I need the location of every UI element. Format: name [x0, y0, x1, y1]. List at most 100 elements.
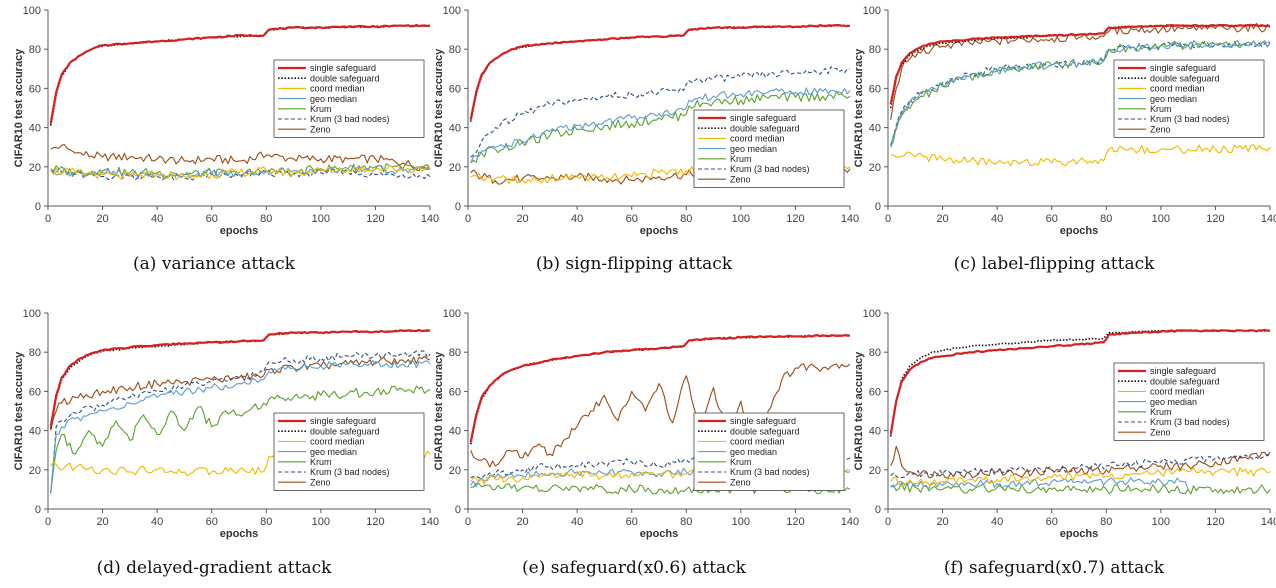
y-axis-label: CIFAR10 test accuracy: [13, 48, 25, 167]
legend-entry: single safeguard: [310, 416, 376, 426]
legend-entry: Zeno: [1150, 427, 1171, 437]
x-tick-label: 20: [516, 213, 528, 225]
x-tick-label: 20: [516, 516, 528, 528]
caption-a: (a) variance attack: [133, 254, 295, 274]
y-axis-label: CIFAR10 test accuracy: [433, 48, 445, 167]
legend-entry: Zeno: [730, 174, 751, 184]
y-axis-label: CIFAR10 test accuracy: [433, 351, 445, 470]
series-line-coord-median: [890, 467, 1271, 487]
x-tick-label: 120: [366, 213, 384, 225]
x-tick-label: 60: [206, 213, 218, 225]
legend-entry: coord median: [730, 134, 785, 144]
x-tick-label: 60: [626, 213, 638, 225]
y-tick-label: 100: [863, 5, 881, 17]
y-tick-label: 0: [875, 504, 881, 516]
x-axis-label: epochs: [1060, 225, 1099, 237]
legend-entry: single safeguard: [1150, 63, 1216, 73]
series-line-krum: [470, 91, 851, 164]
y-tick-label: 20: [449, 465, 461, 477]
x-tick-label: 100: [312, 213, 330, 225]
x-tick-label: 0: [465, 213, 471, 225]
y-tick-label: 0: [455, 504, 461, 516]
legend-entry: Krum: [1150, 407, 1172, 417]
y-tick-label: 0: [35, 201, 41, 213]
x-tick-label: 140: [1261, 213, 1276, 225]
y-tick-label: 80: [29, 44, 41, 56]
legend-entry: double safeguard: [310, 73, 380, 83]
y-tick-label: 20: [29, 162, 41, 174]
y-tick-label: 0: [455, 201, 461, 213]
y-tick-label: 0: [35, 504, 41, 516]
y-tick-label: 20: [869, 162, 881, 174]
legend-entry: Krum: [730, 154, 752, 164]
legend-entry: Krum: [730, 457, 752, 467]
y-tick-label: 40: [449, 426, 461, 438]
legend-entry: Krum (3 bad nodes): [310, 467, 390, 477]
chart-panel-b: 0 20 40 60 80 100 0 20 40 60 80 100 120 140 epochs CIFA…: [433, 5, 859, 237]
x-tick-label: 100: [1152, 516, 1170, 528]
series-line-zeno: [470, 363, 851, 468]
x-tick-label: 60: [206, 516, 218, 528]
legend-entry: coord median: [310, 437, 365, 447]
x-tick-label: 80: [680, 516, 692, 528]
series-line-zeno: [50, 144, 431, 172]
x-tick-label: 140: [841, 516, 859, 528]
x-tick-label: 140: [841, 213, 859, 225]
series-line-coord-median: [50, 164, 431, 181]
x-tick-label: 120: [1206, 516, 1224, 528]
series-line-geo-median: [890, 40, 1271, 148]
x-tick-label: 120: [786, 213, 804, 225]
legend-entry: geo median: [310, 447, 357, 457]
caption-f: (f) safeguard(x0.7) attack: [943, 558, 1165, 578]
x-tick-label: 80: [1100, 213, 1112, 225]
x-tick-label: 20: [96, 213, 108, 225]
x-tick-label: 120: [1206, 213, 1224, 225]
legend-entry: double safeguard: [1150, 376, 1220, 386]
series-line-geo-median: [890, 477, 1189, 490]
x-tick-label: 0: [885, 516, 891, 528]
legend-entry: Zeno: [310, 124, 331, 134]
y-tick-label: 60: [29, 83, 41, 95]
x-tick-label: 40: [991, 213, 1003, 225]
y-tick-label: 80: [449, 347, 461, 359]
legend-entry: Krum (3 bad nodes): [1150, 417, 1230, 427]
legend-entry: Krum (3 bad nodes): [1150, 114, 1230, 124]
legend-entry: single safeguard: [310, 63, 376, 73]
x-axis-label: epochs: [220, 225, 259, 237]
x-tick-label: 60: [1046, 516, 1058, 528]
x-tick-label: 0: [465, 516, 471, 528]
legend-entry: Zeno: [1150, 124, 1171, 134]
series-line-geo-median: [470, 87, 851, 164]
x-axis-label: epochs: [220, 528, 259, 540]
legend-entry: geo median: [730, 144, 777, 154]
legend-entry: Zeno: [730, 477, 751, 487]
x-tick-label: 140: [1261, 516, 1276, 528]
y-tick-label: 80: [449, 44, 461, 56]
caption-e: (e) safeguard(x0.6) attack: [522, 558, 746, 578]
series-line-single-safeguard: [49, 23, 431, 124]
legend-entry: coord median: [1150, 387, 1205, 397]
y-tick-label: 60: [449, 386, 461, 398]
series-line-krum-3-bad-nodes: [890, 453, 1271, 479]
series-line-single-safeguard: [889, 328, 1270, 435]
x-tick-label: 100: [312, 516, 330, 528]
chart-panel-e: 0 20 40 60 80 100 0 20 40 60 80 100 120 140 epochs CIFA…: [433, 308, 859, 540]
series-line-krum: [470, 482, 851, 495]
y-tick-label: 40: [29, 426, 41, 438]
y-tick-label: 40: [449, 123, 461, 135]
legend-entry: Zeno: [310, 477, 331, 487]
x-tick-label: 140: [421, 516, 439, 528]
plot-area: [889, 328, 1271, 495]
caption-c: (c) label-flipping attack: [953, 254, 1155, 274]
x-tick-label: 120: [366, 516, 384, 528]
x-tick-label: 80: [260, 516, 272, 528]
legend-entry: coord median: [730, 437, 785, 447]
y-axis-label: CIFAR10 test accuracy: [13, 351, 25, 470]
series-line-single-safeguard: [469, 24, 851, 121]
y-tick-label: 40: [29, 123, 41, 135]
y-tick-label: 40: [869, 426, 881, 438]
x-tick-label: 100: [1152, 213, 1170, 225]
